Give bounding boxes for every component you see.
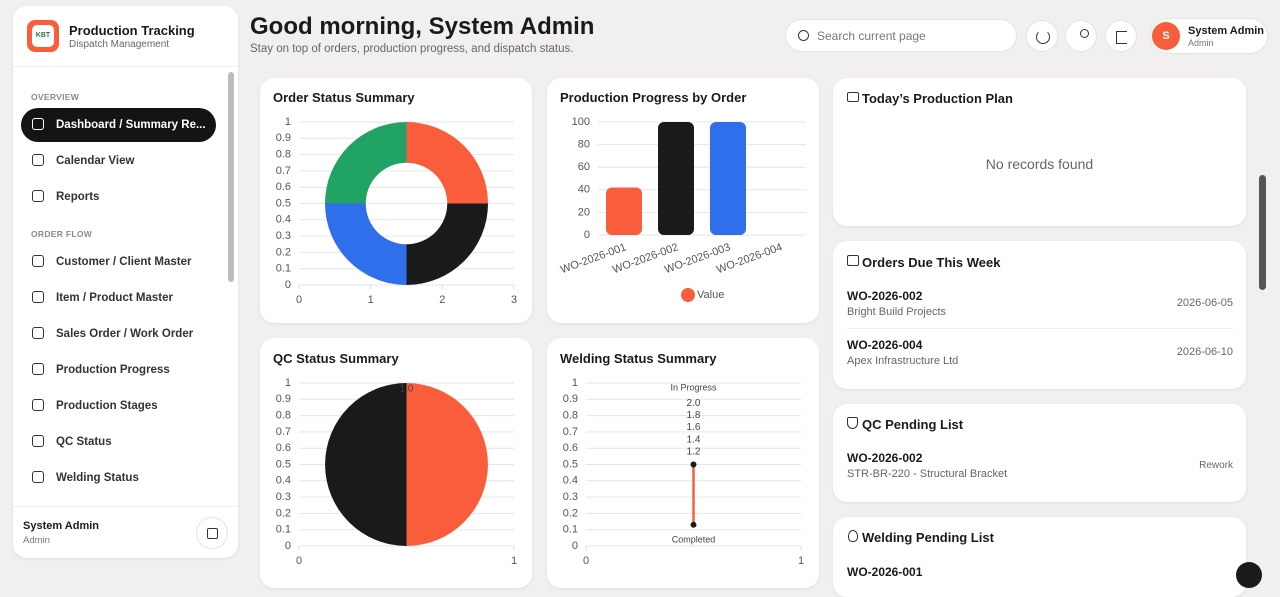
- nav-item[interactable]: Calendar View: [21, 144, 216, 178]
- page-scrollbar: [1259, 175, 1266, 290]
- chart-title: Production Progress by Order: [560, 90, 747, 105]
- nav-label: Production Progress: [56, 364, 170, 376]
- order-id: WO-2026-004: [847, 338, 923, 352]
- order-id: WO-2026-002: [847, 451, 923, 465]
- panel-title: QC Pending List: [862, 417, 964, 432]
- order-client: Apex Infrastructure Ltd: [847, 355, 959, 367]
- divider: [13, 66, 238, 67]
- nav-icon: [32, 363, 44, 375]
- nav-icon: [32, 399, 44, 411]
- nav-label: Production Stages: [56, 400, 158, 412]
- chart-card: Welding Status Summary: [547, 338, 819, 588]
- chart-title: Order Status Summary: [273, 90, 415, 105]
- nav-label: Reports: [56, 191, 100, 203]
- welding-pending-card: Welding Pending List WO-2026-001: [833, 517, 1246, 597]
- nav-icon: [32, 291, 44, 303]
- nav-icon: [32, 118, 44, 130]
- icon: [207, 528, 218, 539]
- chart-title: Welding Status Summary: [560, 351, 717, 366]
- nav-item[interactable]: QC Status: [21, 425, 216, 459]
- empty-message: No records found: [985, 156, 1094, 172]
- panel-title: Orders Due This Week: [862, 255, 1001, 270]
- nav-icon: [32, 255, 44, 267]
- nav-icon: [32, 327, 44, 339]
- search-icon: [798, 30, 809, 41]
- icon: [847, 417, 858, 429]
- order-id: WO-2026-001: [847, 565, 923, 579]
- nav-item[interactable]: Production Progress: [21, 353, 216, 387]
- chart-card: QC Status Summary: [260, 338, 532, 588]
- icon: [847, 255, 859, 266]
- qc-pending-card: QC Pending List WO-2026-002 STR-BR-220 -…: [833, 404, 1246, 502]
- nav-label: Item / Product Master: [56, 292, 173, 304]
- nav-label: QC Status: [56, 436, 112, 448]
- order-client: Bright Build Projects: [847, 306, 947, 318]
- nav-item[interactable]: Item / Product Master: [21, 281, 216, 315]
- nav-item[interactable]: Reports: [21, 180, 216, 214]
- logout-button[interactable]: [1105, 20, 1137, 52]
- nav-icon: [32, 435, 44, 447]
- divider: [847, 328, 1233, 329]
- nav-label: Customer / Client Master: [56, 256, 192, 268]
- nav-icon: [32, 471, 44, 483]
- scrollbar: [228, 72, 234, 282]
- user-role: Admin: [23, 535, 50, 546]
- user-role: Admin: [1188, 38, 1214, 48]
- order-date: 2026-06-05: [1176, 297, 1233, 309]
- user-name: System Admin: [1188, 25, 1265, 37]
- nav-heading: ORDER FLOW: [31, 229, 93, 239]
- nav-label: Dashboard / Summary Re...: [56, 119, 206, 131]
- nav-label: Welding Status: [56, 472, 139, 484]
- today-plan-card: Today’s Production Plan No records found: [833, 78, 1246, 226]
- sidebar: KBT Production Tracking Dispatch Managem…: [13, 6, 238, 558]
- brand: Production Tracking: [69, 23, 195, 38]
- page-title: Good morning, System Admin: [250, 13, 595, 40]
- icon: [1036, 30, 1050, 44]
- nav-item[interactable]: Sales Order / Work Order: [21, 317, 216, 351]
- panel-title: Today’s Production Plan: [862, 91, 1013, 106]
- nav-item[interactable]: Dashboard / Summary Re...: [21, 108, 216, 142]
- logo-text: KBT: [32, 25, 54, 47]
- order-item: STR-BR-220 - Structural Bracket: [847, 468, 1008, 480]
- floating-button[interactable]: [1236, 562, 1262, 588]
- panel-title: Welding Pending List: [862, 530, 994, 545]
- order-id: WO-2026-002: [847, 289, 923, 303]
- chart-card: Production Progress by Order: [547, 78, 819, 323]
- nav-item[interactable]: Welding Status: [21, 461, 216, 495]
- orders-due-card: Orders Due This Week WO-2026-002 Bright …: [833, 241, 1246, 389]
- icon: [847, 92, 859, 102]
- order-date: 2026-06-10: [1176, 346, 1233, 358]
- collapse-button[interactable]: [196, 517, 228, 549]
- logo: KBT: [27, 20, 59, 52]
- user-menu[interactable]: S System Admin Admin: [1150, 18, 1268, 54]
- brand-subtitle: Dispatch Management: [69, 39, 170, 50]
- refresh-button[interactable]: [1026, 20, 1058, 52]
- search-box[interactable]: Search current page: [785, 19, 1017, 52]
- nav-label: Calendar View: [56, 155, 135, 167]
- icon: [1080, 29, 1089, 38]
- nav-item[interactable]: Customer / Client Master: [21, 245, 216, 279]
- icon: [1116, 31, 1127, 44]
- user-name: System Admin: [23, 520, 100, 532]
- nav-heading: OVERVIEW: [31, 92, 80, 102]
- search-placeholder: Search current page: [817, 29, 926, 43]
- key-button[interactable]: [1065, 20, 1097, 52]
- nav-icon: [32, 190, 44, 202]
- nav-item[interactable]: Production Stages: [21, 389, 216, 423]
- nav-icon: [32, 154, 44, 166]
- page-subtitle: Stay on top of orders, production progre…: [250, 43, 574, 55]
- icon: [848, 530, 858, 542]
- chart-card: Order Status Summary: [260, 78, 532, 323]
- page: KBT Production Tracking Dispatch Managem…: [13, 6, 1268, 597]
- chart-title: QC Status Summary: [273, 351, 399, 366]
- divider: [13, 506, 238, 507]
- nav-label: Sales Order / Work Order: [56, 328, 194, 340]
- avatar: S: [1152, 22, 1180, 50]
- order-status: Rework: [1199, 460, 1233, 471]
